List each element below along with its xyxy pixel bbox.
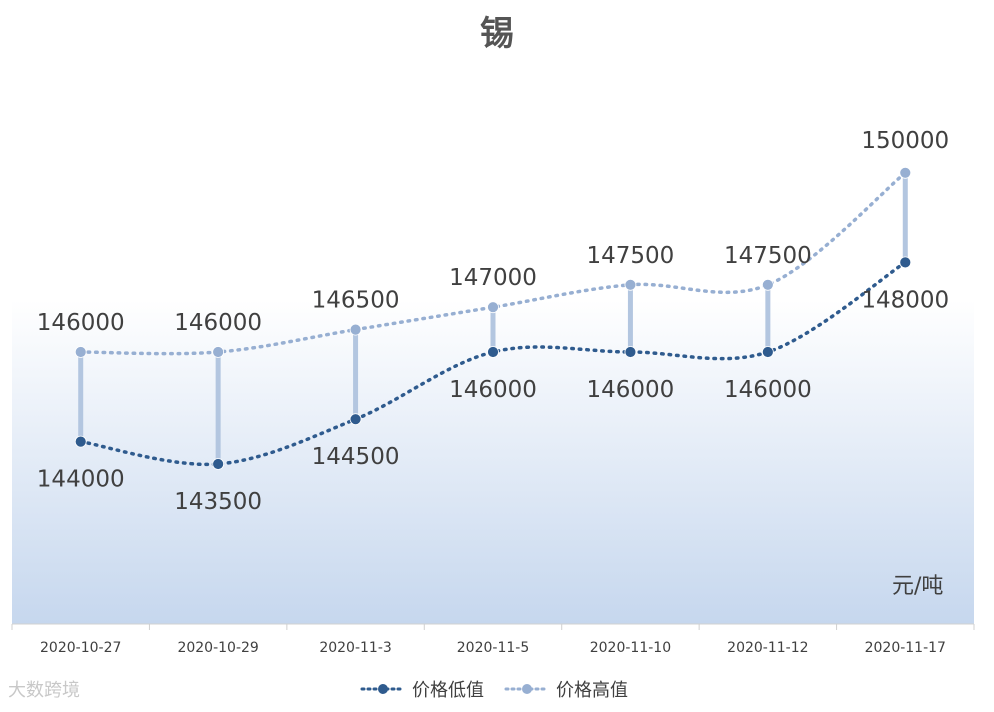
data-point-low: [624, 346, 637, 358]
data-label-high: 150000: [861, 128, 949, 154]
legend-swatch-low: [360, 684, 406, 694]
data-label-high: 147000: [449, 265, 537, 291]
data-label-high: 146000: [174, 310, 262, 336]
data-point-high: [899, 166, 912, 179]
data-point-high: [624, 278, 637, 291]
chart-title: 锡: [480, 14, 514, 54]
x-tick-label: 2020-11-3: [319, 640, 391, 656]
data-label-high: 146500: [312, 288, 400, 314]
x-tick-label: 2020-11-12: [727, 640, 808, 656]
data-point-low: [761, 346, 774, 358]
data-label-low: 146000: [449, 377, 537, 403]
data-point-low: [212, 458, 225, 470]
data-point-low: [487, 346, 499, 358]
data-label-high: 147500: [724, 243, 812, 269]
data-label-low: 146000: [587, 377, 675, 403]
x-tick-label: 2020-10-27: [40, 640, 121, 656]
x-tick-label: 2020-11-17: [865, 640, 946, 656]
x-tick-label: 2020-11-10: [590, 640, 671, 656]
x-tick-label: 2020-10-29: [177, 640, 258, 656]
data-point-high: [761, 278, 774, 291]
data-point-low: [899, 256, 912, 269]
data-point-low: [349, 413, 362, 426]
data-label-high: 146000: [37, 310, 125, 336]
data-point-high: [74, 346, 87, 358]
data-label-low: 144500: [312, 444, 400, 470]
data-point-low: [74, 435, 87, 448]
data-point-high: [212, 346, 225, 358]
legend-swatch-high: [504, 684, 550, 694]
data-label-low: 143500: [174, 489, 262, 515]
legend-item-low: 价格低值: [360, 676, 484, 702]
data-label-low: 146000: [724, 377, 812, 403]
data-point-high: [349, 323, 362, 336]
data-label-low: 144000: [37, 467, 125, 493]
data-label-low: 148000: [861, 287, 949, 313]
legend-label-high: 价格高值: [556, 680, 628, 701]
legend-item-high: 价格高值: [504, 676, 628, 702]
x-tick-label: 2020-11-5: [457, 640, 529, 656]
legend-label-low: 价格低值: [412, 680, 484, 701]
data-label-high: 147500: [587, 243, 675, 269]
unit-label: 元/吨: [892, 574, 944, 599]
data-point-high: [487, 301, 499, 314]
legend: 价格低值 价格高值: [360, 676, 628, 702]
watermark: 大数跨境: [8, 680, 80, 701]
